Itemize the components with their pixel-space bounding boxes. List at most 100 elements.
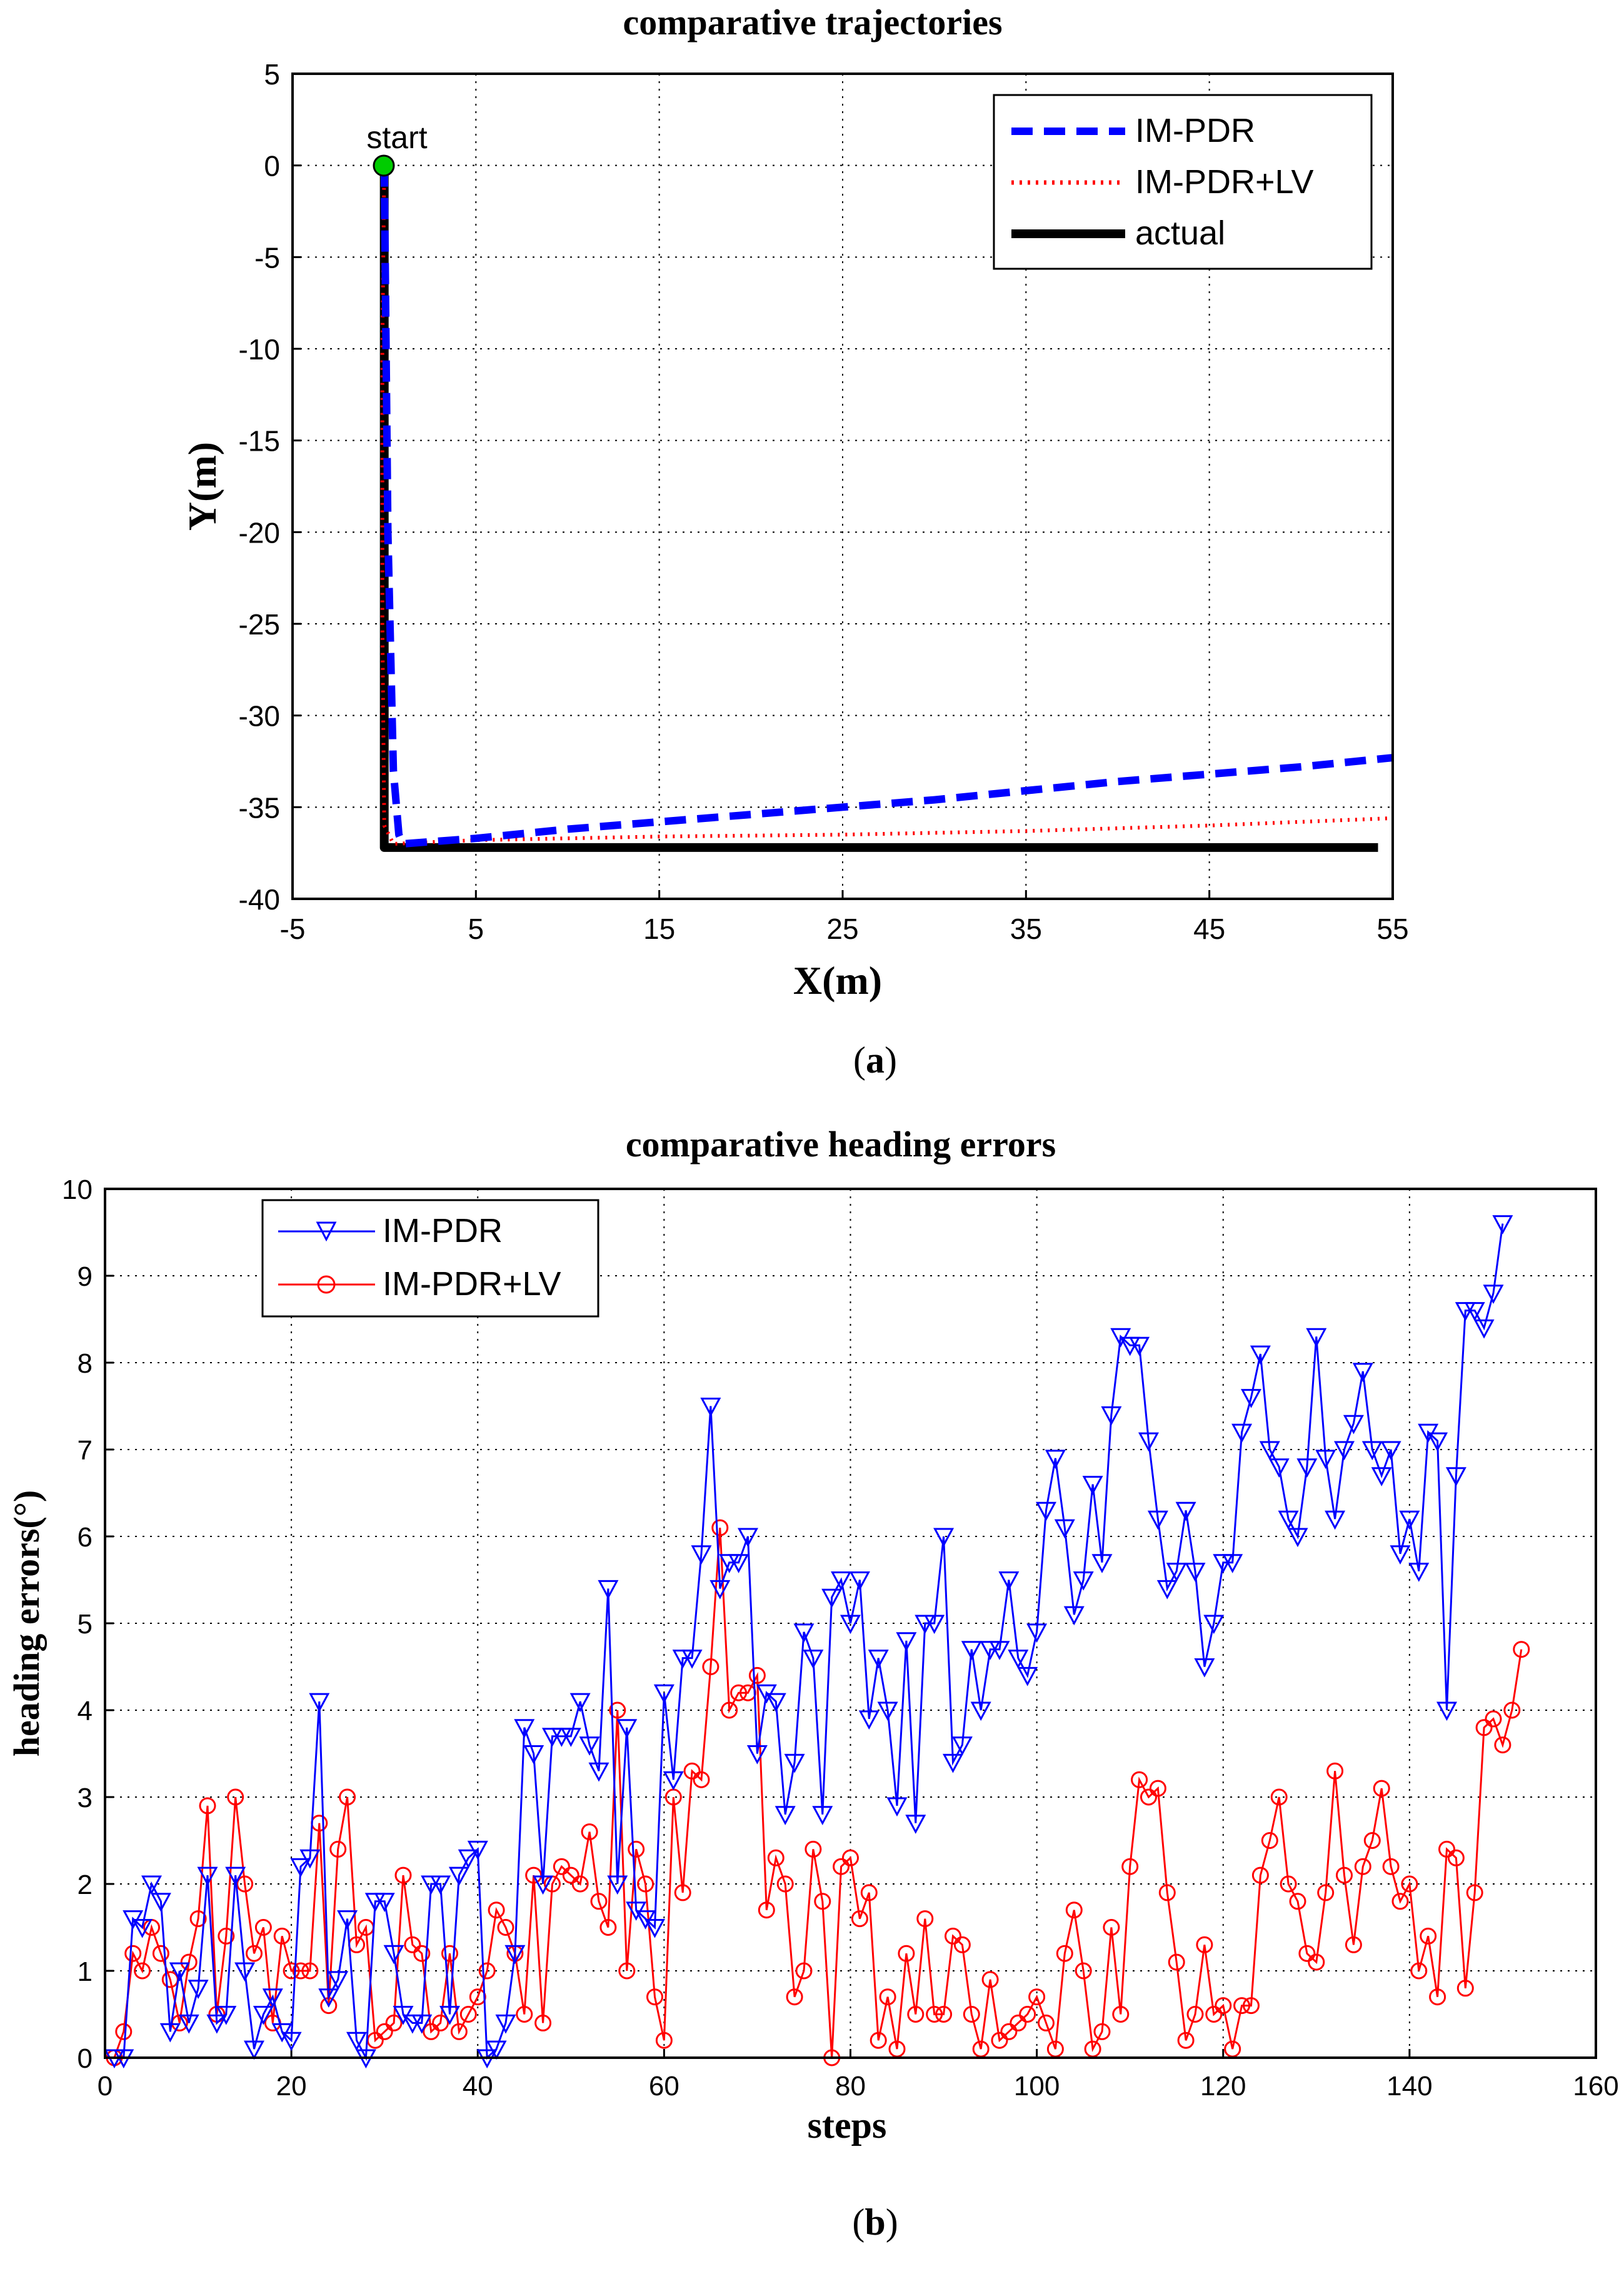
data-point xyxy=(1075,1962,1092,1980)
data-point xyxy=(1445,1467,1466,1486)
y-tick-label: 2 xyxy=(78,1870,93,1900)
data-point xyxy=(227,1788,244,1806)
data-point xyxy=(599,1919,617,1936)
data-point xyxy=(560,1728,581,1747)
data-point xyxy=(655,2031,673,2049)
data-point xyxy=(1466,1884,1483,1901)
x-tick-label: 25 xyxy=(826,913,858,945)
data-point xyxy=(1000,2023,1018,2040)
data-point xyxy=(588,1762,609,1782)
data-point xyxy=(504,1945,526,1965)
data-point xyxy=(1280,1875,1297,1893)
data-point xyxy=(1473,1319,1495,1339)
data-point xyxy=(924,1615,945,1635)
data-point xyxy=(497,1919,514,1936)
data-point xyxy=(180,1953,198,1971)
data-point xyxy=(1345,1936,1362,1953)
data-point xyxy=(998,1571,1020,1591)
x-tick-label: 80 xyxy=(835,2071,866,2101)
y-tick-label: 5 xyxy=(264,58,280,91)
data-point xyxy=(1259,1441,1280,1461)
x-tick-label: 120 xyxy=(1200,2071,1246,2101)
legend-label-im-pdr: IM-PDR xyxy=(383,1212,503,1250)
x-tick-label: 0 xyxy=(98,2071,113,2101)
data-point xyxy=(1352,1363,1373,1383)
data-point xyxy=(784,1753,805,1773)
data-point xyxy=(711,1519,729,1536)
x-tick-label: 100 xyxy=(1014,2071,1060,2101)
chart-title: comparative trajectories xyxy=(623,2,1002,43)
x-axis-label: steps xyxy=(808,2105,887,2146)
data-point xyxy=(765,1693,786,1713)
data-point xyxy=(1138,1432,1160,1452)
y-tick-label: 0 xyxy=(264,150,280,183)
data-point xyxy=(1231,1423,1253,1443)
data-point xyxy=(1399,1510,1420,1530)
data-point xyxy=(1354,1858,1371,1875)
legend-label-im-pdr: IM-PDR xyxy=(1135,112,1255,149)
data-point xyxy=(290,1858,311,1878)
legend-box xyxy=(993,94,1373,270)
heading-error-chart: comparative heading errors 0 20 40 60 80 100 1… xyxy=(6,1124,1619,2243)
series-layer xyxy=(379,165,1393,852)
data-point xyxy=(1203,1615,1225,1635)
trajectory-chart: comparative trajectories -5 5 15 25 35 45 5550… xyxy=(180,2,1409,1081)
data-point xyxy=(1408,1563,1430,1582)
x-tick-label: 55 xyxy=(1376,913,1408,945)
data-point xyxy=(1147,1510,1168,1530)
data-point xyxy=(1401,1875,1418,1893)
legend-label-actual: actual xyxy=(1135,214,1225,252)
data-point xyxy=(188,1980,209,1999)
data-point xyxy=(945,1927,961,1945)
data-point xyxy=(814,1893,831,1910)
data-point xyxy=(1017,1666,1038,1686)
data-point xyxy=(683,1762,701,1780)
data-point xyxy=(803,1650,824,1669)
y-tick-label: 6 xyxy=(78,1522,93,1553)
data-point xyxy=(776,1875,794,1893)
data-point xyxy=(523,1745,544,1765)
data-point xyxy=(1038,2014,1055,2031)
data-point xyxy=(1166,1563,1187,1582)
data-point xyxy=(681,1650,703,1669)
y-tick-label: 3 xyxy=(78,1783,93,1813)
data-point xyxy=(1317,1884,1335,1901)
data-point xyxy=(935,2006,953,2023)
data-point xyxy=(516,2006,533,2023)
legend: IM-PDR IM-PDR+LV xyxy=(261,1199,599,1318)
data-point xyxy=(1427,1432,1448,1452)
y-axis-label: heading errors(°) xyxy=(6,1490,47,1756)
data-point xyxy=(1343,1415,1364,1435)
data-point xyxy=(1251,1866,1269,1884)
x-tick-label: 45 xyxy=(1193,913,1225,945)
data-point xyxy=(1186,2006,1204,2023)
data-point xyxy=(299,1849,321,1869)
y-tick-label: 0 xyxy=(78,2043,93,2074)
data-point xyxy=(318,1988,339,2008)
data-point xyxy=(1222,1554,1243,1573)
data-point xyxy=(1158,1884,1176,1901)
series-line-im-pdr-lv xyxy=(113,1527,1523,2058)
data-point xyxy=(124,1945,142,1962)
data-point xyxy=(1196,1936,1213,1953)
panel-caption-a: (a) xyxy=(853,1039,897,1081)
data-point xyxy=(793,1623,815,1643)
data-point xyxy=(896,1632,917,1651)
data-point xyxy=(821,1588,843,1608)
data-point xyxy=(1278,1510,1299,1530)
data-point xyxy=(590,1893,608,1910)
data-point xyxy=(1233,1997,1251,2015)
data-point xyxy=(849,1571,870,1591)
x-tick-label: 35 xyxy=(1010,913,1042,945)
series-im-pdr xyxy=(104,1215,1513,2069)
data-point xyxy=(1026,1623,1048,1643)
data-point xyxy=(1333,1441,1355,1461)
legend-label-im-pdr-lv: IM-PDR+LV xyxy=(383,1265,561,1303)
data-point xyxy=(283,1962,300,1980)
data-point xyxy=(991,2031,1008,2049)
x-axis-label: X(m) xyxy=(793,958,882,1003)
data-point xyxy=(206,2014,228,2034)
data-point xyxy=(243,2040,265,2060)
series-line-actual xyxy=(379,165,1378,852)
data-point xyxy=(254,1919,272,1936)
